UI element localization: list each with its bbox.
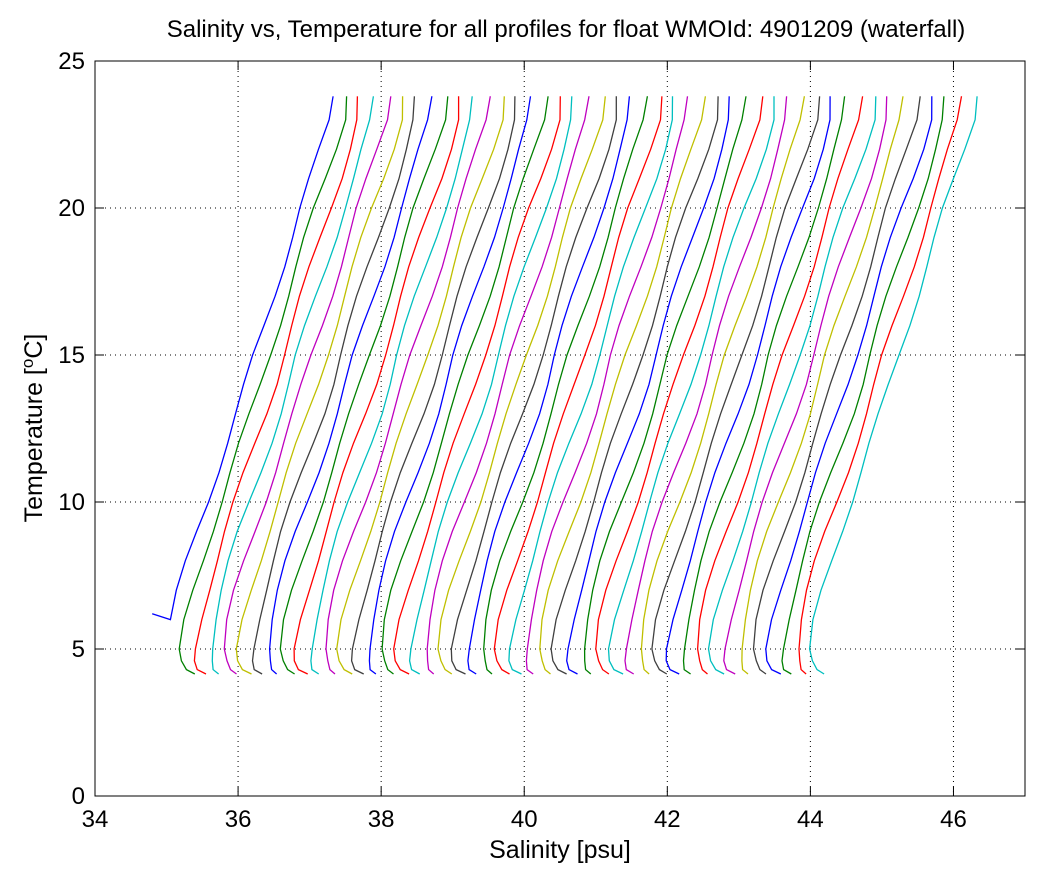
profile-line-20 (437, 96, 606, 675)
profile-line-32 (607, 96, 775, 675)
profile-line-25 (508, 96, 674, 675)
profile-line-18 (408, 96, 573, 675)
profile-line-43 (765, 96, 933, 675)
profile-line-8 (268, 96, 433, 675)
grid-lines (95, 61, 1025, 796)
x-tick-label: 34 (82, 806, 109, 833)
tick-marks (94, 60, 1025, 797)
y-tick-label: 25 (58, 48, 85, 75)
tick-labels: 34 36 38 40 42 44 46 0 5 10 15 20 25 (58, 48, 967, 833)
profile-line-34 (640, 96, 806, 675)
chart-title: Salinity vs, Temperature for all profile… (167, 16, 966, 43)
profile-line-46 (808, 96, 978, 675)
axes-frame (94, 60, 1026, 797)
profile-line-27 (539, 96, 707, 675)
profile-line-29 (566, 96, 730, 675)
profile-line-13 (336, 96, 505, 675)
y-axis-label: Temperature [oC] (18, 334, 48, 523)
profile-line-33 (624, 96, 788, 675)
profile-line-4 (211, 96, 375, 675)
profile-line-1 (151, 96, 334, 621)
profile-line-36 (665, 96, 831, 675)
profile-line-3 (193, 96, 359, 675)
x-tick-label: 42 (654, 806, 681, 833)
y-tick-label: 20 (58, 195, 85, 222)
profile-line-30 (583, 96, 747, 675)
profile-line-39 (707, 96, 877, 675)
profile-line-12 (325, 96, 491, 675)
x-axis-label: Salinity [psu] (489, 836, 631, 864)
profile-line-7 (251, 96, 416, 675)
profile-line-5 (223, 96, 392, 675)
profile-line-6 (235, 96, 404, 675)
profile-line-10 (293, 96, 460, 675)
profile-line-14 (350, 96, 516, 675)
y-tick-label: 5 (72, 636, 85, 663)
y-tick-label: 0 (72, 783, 85, 810)
profile-line-45 (798, 96, 963, 675)
x-tick-label: 40 (511, 806, 538, 833)
y-tick-label: 15 (58, 342, 85, 369)
y-tick-label: 10 (58, 489, 85, 516)
profile-line-15 (368, 96, 532, 675)
profile-line-37 (682, 96, 846, 675)
profile-line-38 (696, 96, 864, 675)
profile-line-40 (723, 96, 888, 675)
profile-line-42 (752, 96, 921, 675)
profile-line-31 (595, 96, 764, 675)
profile-line-21 (450, 96, 617, 675)
profile-line-35 (651, 96, 821, 675)
profile-line-28 (550, 96, 719, 675)
profile-line-11 (310, 96, 473, 675)
profile-line-16 (381, 96, 549, 675)
x-tick-label: 36 (225, 806, 252, 833)
x-tick-label: 38 (368, 806, 395, 833)
profile-line-23 (483, 96, 649, 675)
profile-line-44 (781, 96, 945, 675)
profile-line-24 (493, 96, 663, 675)
profile-line-2 (178, 96, 348, 675)
profile-line-22 (467, 96, 631, 675)
profile-line-19 (426, 96, 590, 675)
series-group (151, 96, 978, 675)
profile-line-17 (393, 96, 561, 675)
profile-line-9 (279, 96, 449, 675)
x-tick-label: 44 (797, 806, 824, 833)
profile-line-41 (741, 96, 904, 675)
x-tick-label: 46 (940, 806, 967, 833)
profile-line-26 (525, 96, 689, 675)
